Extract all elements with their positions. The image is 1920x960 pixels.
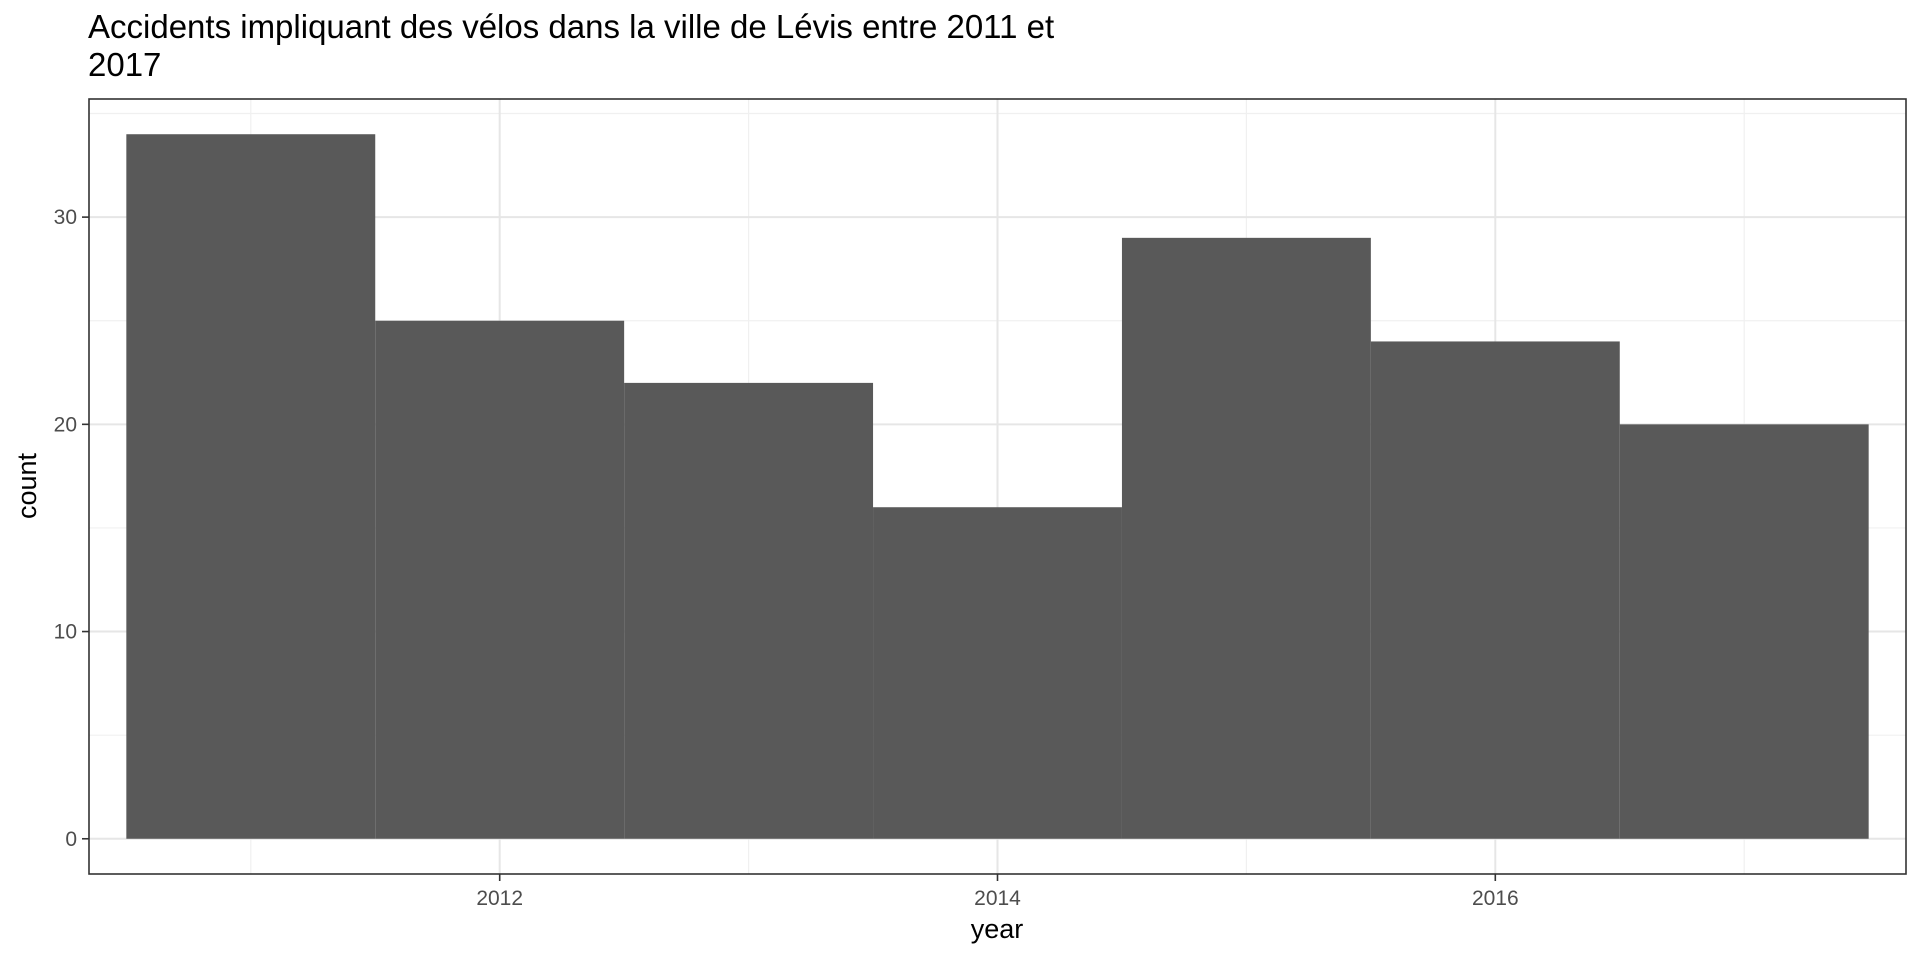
bar-2012 <box>375 320 625 839</box>
chart-title-line-2: 2017 <box>88 46 161 83</box>
x-tick-label: 2014 <box>974 887 1021 910</box>
y-tick-label: 20 <box>54 413 77 436</box>
y-tick-label: 10 <box>54 621 77 644</box>
bar-2013 <box>624 382 874 839</box>
x-axis-title: year <box>971 914 1024 944</box>
y-axis: 0 10 20 30 <box>54 206 89 851</box>
x-tick-label: 2012 <box>476 887 523 910</box>
bar-2015 <box>1121 237 1371 839</box>
y-tick-label: 0 <box>65 828 77 851</box>
y-tick-label: 30 <box>54 206 77 229</box>
bars <box>126 134 1869 839</box>
bar-2016 <box>1370 341 1620 839</box>
bar-2011 <box>126 134 376 839</box>
x-tick-label: 2016 <box>1472 887 1519 910</box>
x-axis: 2012 2014 2016 <box>476 874 1519 910</box>
y-axis-title: count <box>12 452 42 519</box>
bar-2017 <box>1619 424 1869 839</box>
bar-2014 <box>873 507 1122 839</box>
chart-title-line-1: Accidents impliquant des vélos dans la v… <box>88 8 1054 45</box>
